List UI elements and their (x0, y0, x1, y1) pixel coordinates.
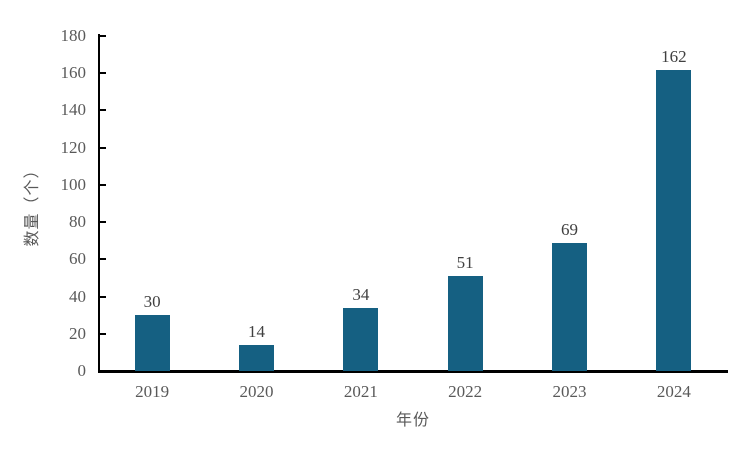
y-tick-label: 120 (60, 137, 87, 157)
x-tick-label: 2024 (656, 382, 691, 401)
x-axis-title: 年份 (395, 412, 430, 429)
y-tick-label: 80 (69, 212, 86, 232)
y-tick-mark (100, 183, 106, 186)
y-tick-mark (100, 146, 106, 149)
bar (552, 242, 587, 371)
x-tick-label: 2023 (552, 382, 587, 401)
bar (656, 69, 692, 371)
y-tick-label: 160 (60, 63, 87, 83)
bar-value-label: 34 (352, 284, 370, 304)
x-axis-line (98, 370, 728, 373)
y-tick-mark (100, 295, 106, 298)
y-tick-mark (100, 258, 106, 261)
y-tick-label: 100 (60, 174, 87, 194)
bar (134, 315, 170, 371)
y-tick-mark (100, 35, 106, 37)
y-tick-label: 0 (77, 361, 87, 380)
y-tick-mark (100, 72, 106, 75)
bar-value-label: 30 (143, 292, 161, 312)
y-tick-mark (100, 109, 106, 112)
y-tick-mark (100, 332, 106, 335)
bar-value-label: 69 (561, 219, 578, 239)
y-tick-label: 140 (60, 100, 87, 120)
bar-value-label: 162 (661, 46, 687, 66)
bar (239, 344, 274, 371)
y-tick-label: 20 (69, 323, 86, 343)
x-tick-label: 2020 (239, 382, 274, 401)
x-tick-label: 2019 (135, 382, 170, 401)
y-tick-mark (100, 221, 106, 224)
y-tick-label: 40 (69, 286, 86, 306)
bar (343, 307, 379, 371)
x-tick-label: 2022 (448, 382, 483, 401)
y-tick-label: 60 (69, 249, 86, 269)
bar-value-label: 51 (456, 253, 474, 273)
bar-value-label: 14 (248, 321, 265, 341)
bar (447, 276, 483, 371)
y-axis-line (98, 34, 100, 373)
x-tick-label: 2021 (343, 382, 378, 401)
y-tick-label: 180 (60, 26, 87, 45)
